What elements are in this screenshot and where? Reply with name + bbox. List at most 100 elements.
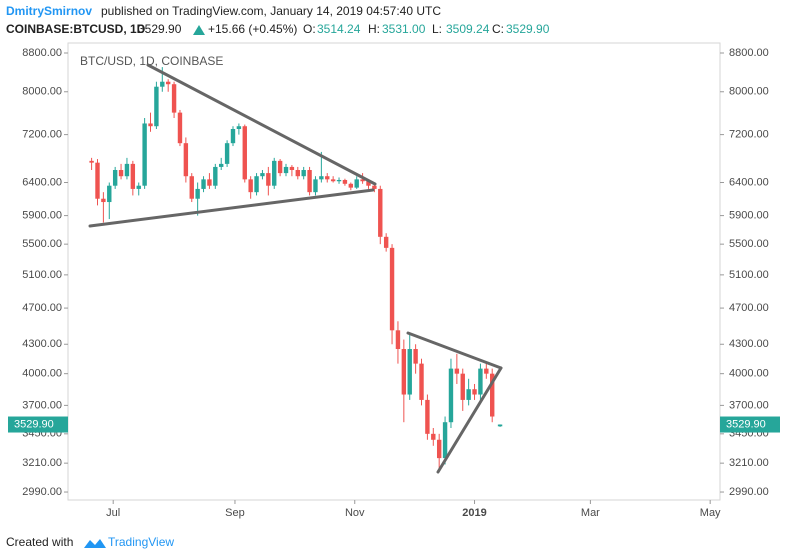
candle-body [224,143,230,164]
footer-brand[interactable]: TradingView [108,535,174,549]
y-tick-label: 4700.00 [729,302,769,314]
x-tick-label: Sep [225,507,245,519]
candle-body [319,176,324,180]
candle-body [165,81,171,85]
y-tick-label: 4700.00 [22,302,62,314]
candle-body [213,166,218,186]
candle-body [448,368,454,423]
candle-body [360,179,365,182]
trendline [146,63,377,186]
x-tick-label: 2019 [462,507,486,519]
x-tick-label: Nov [345,507,365,519]
y-tick-label: 3700.00 [729,399,769,411]
candle-body [490,373,495,417]
trendline [436,366,503,474]
price-box [8,416,68,433]
candle-body [325,176,330,180]
y-tick-label: 5900.00 [729,210,769,222]
candle-body [118,170,124,177]
candles [89,67,503,471]
candle-body [442,422,448,459]
candle-body [289,166,295,171]
y-tick-label: 3700.00 [22,399,62,411]
candle-body [242,126,247,180]
price-box-label: 3529.90 [726,418,766,430]
candle-body [307,170,312,193]
candle-body [148,123,153,127]
candle-body [154,86,159,127]
candle-body [330,179,336,182]
ohlc-label: L: [432,22,442,36]
candle-body [425,399,430,434]
candle-body [260,173,265,177]
candle-body [160,81,165,87]
candle-body [236,126,242,130]
candle-body [378,188,383,237]
ohlc-value: 3529.90 [506,22,550,36]
axes: 2990.002990.003210.003210.003450.003450.… [22,47,769,519]
up-arrow [193,25,205,35]
x-tick-label: May [700,507,721,519]
y-tick-label: 4000.00 [729,368,769,380]
candle-body [266,173,271,186]
plot-frame [67,42,721,501]
y-tick-label: 8800.00 [22,47,62,59]
author[interactable]: DmitrySmirnov [6,4,92,18]
y-tick-label: 4300.00 [729,338,769,350]
candle-body [130,163,136,189]
ohlc: O: 3514.24 H: 3531.00 L: 3509.24 C: 3529.90 [303,22,550,36]
y-tick-label: 2990.00 [22,486,62,498]
logo [84,539,106,548]
candle-body [419,363,424,400]
candle-body [207,179,212,186]
candle-body [171,84,177,113]
candle-body [101,198,106,203]
ohlc-label: C: [492,22,504,36]
x-tick-label: Jul [106,507,120,519]
candle-body [230,129,236,144]
candle-body [254,176,259,193]
candle-body [201,179,206,189]
y-tick-label: 6400.00 [729,176,769,188]
y-tick-label: 4000.00 [22,368,62,380]
candle-body [478,368,483,395]
candle-body [248,179,253,193]
y-tick-label: 7200.00 [729,129,769,141]
candle-body [407,349,412,395]
candle-body [277,160,283,174]
candle-body [436,439,442,459]
y-tick-label: 3210.00 [22,457,62,469]
candle-body [395,330,401,350]
ohlc-label: O: [303,22,316,36]
footer-created: Created with [6,535,73,549]
candle-body [313,179,318,193]
candle-body [466,389,471,400]
change: +15.66 (+0.45%) [208,22,297,36]
candle-body [283,166,289,174]
candle-body [272,160,277,186]
y-tick-label: 3210.00 [729,457,769,469]
ohlc-value: 3509.24 [446,22,490,36]
candle-body [413,349,418,364]
candle-body [389,247,395,331]
price-box [720,416,780,433]
y-tick-label: 8000.00 [22,86,62,98]
candle-body [366,181,371,186]
candle-body [183,143,189,177]
y-tick-label: 6400.00 [22,176,62,188]
y-tick-label: 8800.00 [729,47,769,59]
trendlines [88,63,503,474]
y-tick-label: 5500.00 [22,238,62,250]
candle-body [177,112,183,144]
candle-body [431,433,436,440]
candle-body [301,170,306,177]
candle-body [348,183,354,188]
candle-body [342,179,348,184]
trendline [406,331,503,370]
candle-body [142,123,147,186]
symbol: COINBASE:BTCUSD, 1D [6,22,146,36]
candle-body [497,424,503,427]
ohlc-value: 3514.24 [317,22,361,36]
